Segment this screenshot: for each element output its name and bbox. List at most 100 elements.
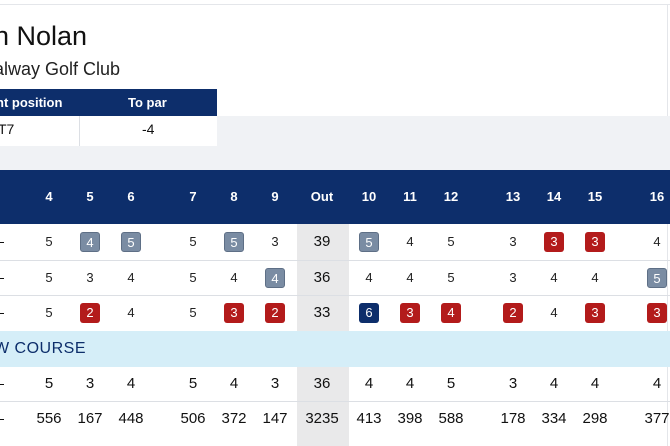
score-cell: 3: [271, 234, 279, 249]
round-row-2: 5 3 4 5 4 4 36 4 4 5 3 4 4 5: [0, 260, 670, 295]
holes-header-row: 4 5 6 7 8 9 Out 10 11 12 13 14 15 16: [0, 170, 670, 224]
value-cell: 3: [85, 375, 95, 392]
row-divider: [0, 260, 670, 261]
value-cell: 413: [356, 410, 382, 427]
value-cell: 588: [438, 410, 464, 427]
score-cell: 5: [45, 305, 53, 320]
bogey-badge: 5: [121, 232, 141, 252]
hole-header-12: 12: [443, 189, 459, 204]
bogey-badge: 4: [80, 232, 100, 252]
row-marker: [0, 419, 4, 420]
score-cell: 4: [591, 270, 599, 285]
score-cell: 4: [550, 270, 558, 285]
value-cell: 4: [549, 375, 559, 392]
score-cell: 3: [509, 270, 517, 285]
value-cell: 372: [221, 410, 247, 427]
value-cell: 556: [36, 410, 62, 427]
value-cell: 4: [364, 375, 374, 392]
out-total: 36: [313, 375, 331, 392]
out-total: 33: [313, 304, 331, 321]
bogey-badge: 4: [265, 267, 285, 288]
score-cell: 5: [45, 234, 53, 249]
out-column-bg-lower: [297, 367, 349, 446]
score-cell: 4: [406, 234, 414, 249]
score-cell: 3: [86, 270, 94, 285]
value-cell: 398: [397, 410, 423, 427]
club-name: alway Golf Club: [0, 59, 121, 79]
out-total: 36: [313, 269, 331, 286]
value-cell: 506: [180, 410, 206, 427]
out-total: 3235: [305, 410, 339, 427]
spacer-band: [0, 146, 670, 170]
value-cell: 377: [644, 410, 670, 427]
round-row-1: 5 4 5 5 5 3 39 5 4 5 3 3 3 4: [0, 224, 670, 260]
course-label: W COURSE: [0, 340, 86, 357]
position-table-row: T7 -4: [0, 116, 217, 146]
birdie-badge: 4: [441, 303, 461, 323]
birdie-badge: 3: [585, 232, 605, 252]
yardage-row: 556 167 448 506 372 147 3235 413 398 588 178 334 298…: [0, 402, 670, 436]
hole-header-10: 10: [361, 189, 377, 204]
score-cell: 4: [365, 270, 373, 285]
position-filler: [217, 116, 670, 146]
score-cell: 4: [127, 270, 135, 285]
value-cell: 178: [500, 410, 526, 427]
birdie-badge: 3: [585, 303, 605, 323]
birdie-badge: 3: [647, 303, 667, 323]
value-cell: 4: [126, 375, 136, 392]
score-cell: 4: [230, 270, 238, 285]
top-border: [0, 4, 670, 5]
bogey-badge: 5: [647, 267, 667, 288]
row-marker: [0, 384, 4, 385]
birdie-badge: 2: [503, 303, 523, 323]
value-cell: 4: [229, 375, 239, 392]
score-cell: 5: [189, 234, 197, 249]
value-cell: 298: [582, 410, 608, 427]
value-cell: 5: [188, 375, 198, 392]
par-row: 5 3 4 5 4 3 36 4 4 5 3 4 4 4: [0, 367, 670, 401]
row-marker: [0, 242, 4, 243]
hole-header-11: 11: [403, 189, 417, 204]
out-column-bg: [297, 224, 349, 331]
bogey-badge: 5: [224, 232, 244, 252]
position-table-header: nt position To par: [0, 89, 217, 116]
course-bar: W COURSE: [0, 331, 670, 367]
value-cell: 334: [541, 410, 567, 427]
score-cell: 4: [406, 270, 414, 285]
value-cell: 4: [652, 375, 662, 392]
hole-header-6: 6: [127, 189, 135, 204]
score-cell: 5: [45, 270, 53, 285]
row-divider: [0, 295, 670, 296]
value-cell: 448: [118, 410, 144, 427]
value-cell: 5: [44, 375, 54, 392]
value-cell: 167: [77, 410, 103, 427]
score-cell: 3: [509, 234, 517, 249]
score-cell: 5: [447, 234, 455, 249]
birdie-badge: 3: [544, 232, 564, 252]
row-marker: [0, 313, 4, 314]
to-par-header: To par: [128, 95, 167, 110]
hole-header-8: 8: [230, 189, 238, 204]
value-cell: 4: [590, 375, 600, 392]
double-bogey-badge: 6: [359, 303, 379, 323]
hole-header-16: 16: [649, 189, 665, 204]
row-marker: [0, 277, 4, 279]
score-cell: 4: [127, 305, 135, 320]
hole-header-4: 4: [45, 189, 53, 204]
score-cell: 5: [189, 305, 197, 320]
hole-header-5: 5: [86, 189, 94, 204]
birdie-badge: 2: [265, 303, 285, 323]
hole-header-13: 13: [505, 189, 521, 204]
position-divider: [79, 116, 80, 146]
birdie-badge: 2: [80, 303, 100, 323]
score-cell: 4: [550, 305, 558, 320]
to-par-value: -4: [142, 121, 155, 137]
birdie-badge: 3: [224, 303, 244, 323]
current-position-value: T7: [0, 121, 15, 137]
score-cell: 5: [447, 270, 455, 285]
out-total: 39: [313, 233, 331, 250]
hole-header-15: 15: [587, 189, 603, 204]
player-name: n Nolan: [0, 21, 88, 51]
right-border: [667, 4, 668, 446]
current-position-header: nt position: [0, 95, 63, 110]
